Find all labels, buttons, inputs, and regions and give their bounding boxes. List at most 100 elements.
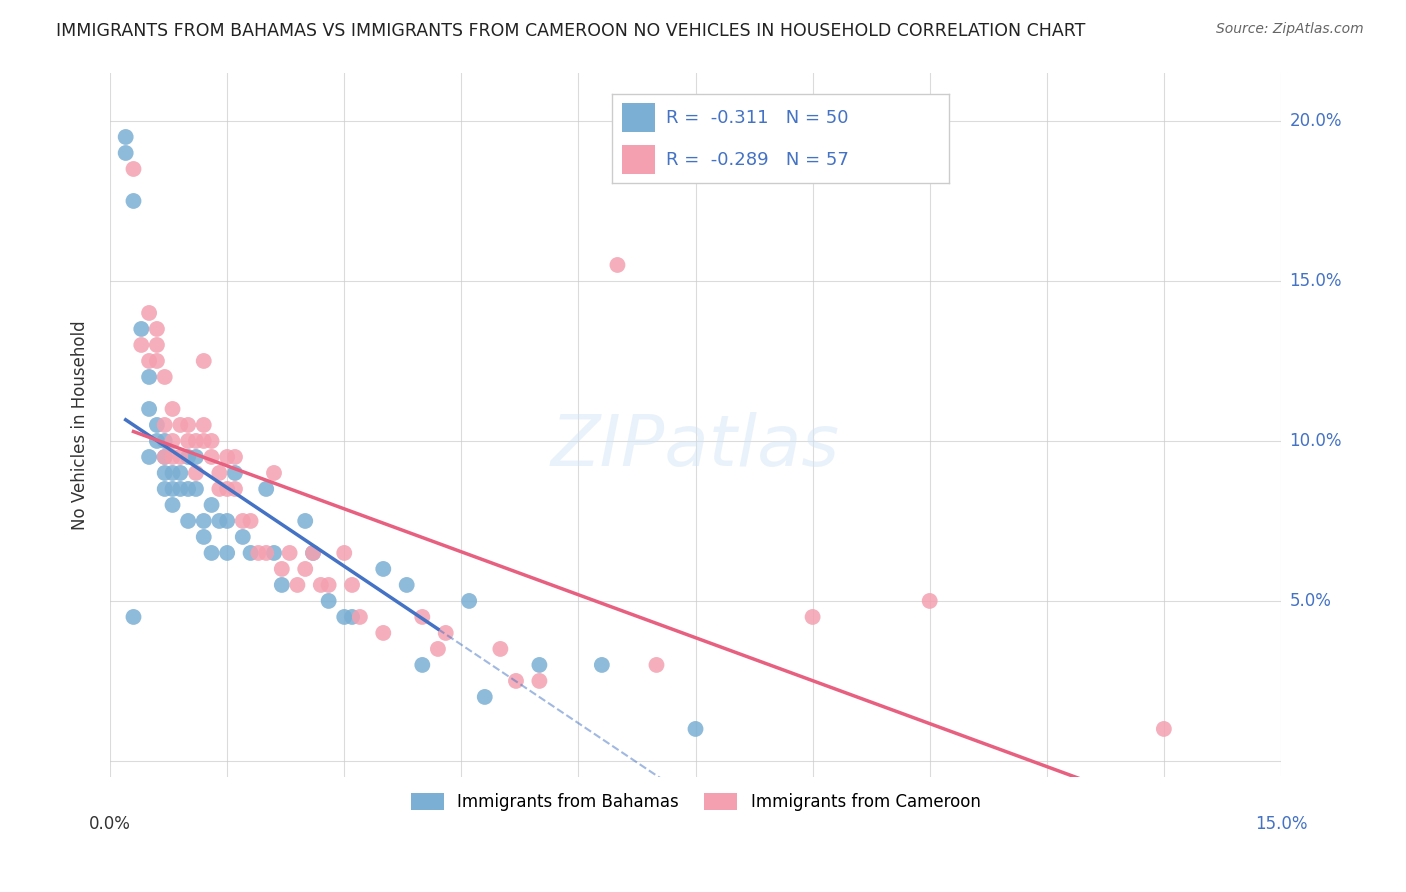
Text: 15.0%: 15.0% — [1254, 815, 1308, 833]
Point — [169, 450, 191, 464]
Point — [193, 417, 215, 432]
Point — [349, 610, 371, 624]
Point — [340, 610, 363, 624]
Point — [162, 482, 184, 496]
Text: 5.0%: 5.0% — [1289, 592, 1331, 610]
Text: 20.0%: 20.0% — [1289, 112, 1341, 130]
Point — [606, 258, 628, 272]
FancyBboxPatch shape — [621, 103, 655, 132]
Point — [169, 466, 191, 480]
Point — [426, 642, 449, 657]
Point — [373, 626, 395, 640]
Point — [153, 482, 176, 496]
Point — [200, 450, 222, 464]
Point — [129, 338, 152, 352]
Point — [254, 482, 277, 496]
Point — [302, 546, 325, 560]
Point — [208, 482, 231, 496]
Point — [162, 401, 184, 416]
Point — [591, 657, 613, 672]
Point — [458, 594, 481, 608]
Point — [153, 370, 176, 384]
Point — [138, 370, 160, 384]
Point — [294, 514, 316, 528]
Point — [146, 322, 169, 336]
Point — [224, 482, 246, 496]
Point — [373, 562, 395, 576]
Text: R =  -0.289   N = 57: R = -0.289 N = 57 — [665, 151, 848, 169]
Point — [529, 657, 551, 672]
Point — [309, 578, 332, 592]
Point — [184, 450, 207, 464]
Point — [193, 354, 215, 368]
Point — [474, 690, 496, 704]
Point — [263, 466, 285, 480]
Point — [801, 610, 824, 624]
Point — [162, 450, 184, 464]
Point — [224, 466, 246, 480]
Point — [645, 657, 668, 672]
Point — [114, 130, 136, 145]
Point — [217, 514, 239, 528]
Point — [184, 466, 207, 480]
Point — [232, 514, 254, 528]
Point — [685, 722, 707, 736]
Point — [294, 562, 316, 576]
Point — [146, 338, 169, 352]
Point — [278, 546, 301, 560]
Text: 10.0%: 10.0% — [1289, 432, 1341, 450]
Point — [153, 466, 176, 480]
Point — [177, 434, 200, 448]
Point — [232, 530, 254, 544]
Point — [333, 546, 356, 560]
Text: Source: ZipAtlas.com: Source: ZipAtlas.com — [1216, 22, 1364, 37]
Y-axis label: No Vehicles in Household: No Vehicles in Household — [72, 320, 89, 530]
Point — [177, 417, 200, 432]
Point — [129, 322, 152, 336]
Point — [302, 546, 325, 560]
Point — [239, 546, 262, 560]
Point — [411, 610, 433, 624]
Point — [193, 530, 215, 544]
Point — [153, 450, 176, 464]
Point — [434, 626, 457, 640]
Text: R =  -0.311   N = 50: R = -0.311 N = 50 — [665, 109, 848, 127]
Text: ZIPatlas: ZIPatlas — [551, 411, 839, 481]
Point — [162, 498, 184, 512]
Point — [200, 498, 222, 512]
Point — [177, 482, 200, 496]
Point — [138, 450, 160, 464]
Text: IMMIGRANTS FROM BAHAMAS VS IMMIGRANTS FROM CAMEROON NO VEHICLES IN HOUSEHOLD COR: IMMIGRANTS FROM BAHAMAS VS IMMIGRANTS FR… — [56, 22, 1085, 40]
Point — [217, 482, 239, 496]
Text: 0.0%: 0.0% — [89, 815, 131, 833]
Point — [208, 514, 231, 528]
Point — [138, 354, 160, 368]
Point — [263, 546, 285, 560]
Point — [177, 450, 200, 464]
Point — [208, 466, 231, 480]
Point — [411, 657, 433, 672]
Point — [138, 401, 160, 416]
Point — [270, 578, 292, 592]
Point — [153, 417, 176, 432]
Point — [395, 578, 418, 592]
Point — [239, 514, 262, 528]
Point — [122, 194, 145, 208]
Point — [217, 450, 239, 464]
Point — [169, 482, 191, 496]
Point — [318, 594, 340, 608]
Point — [114, 145, 136, 160]
Point — [146, 417, 169, 432]
Point — [505, 673, 527, 688]
Point — [217, 546, 239, 560]
Point — [122, 610, 145, 624]
Point — [193, 434, 215, 448]
Point — [169, 417, 191, 432]
Point — [287, 578, 309, 592]
Point — [489, 642, 512, 657]
Text: 15.0%: 15.0% — [1289, 272, 1341, 290]
Point — [318, 578, 340, 592]
Point — [177, 514, 200, 528]
Point — [162, 466, 184, 480]
Point — [529, 673, 551, 688]
